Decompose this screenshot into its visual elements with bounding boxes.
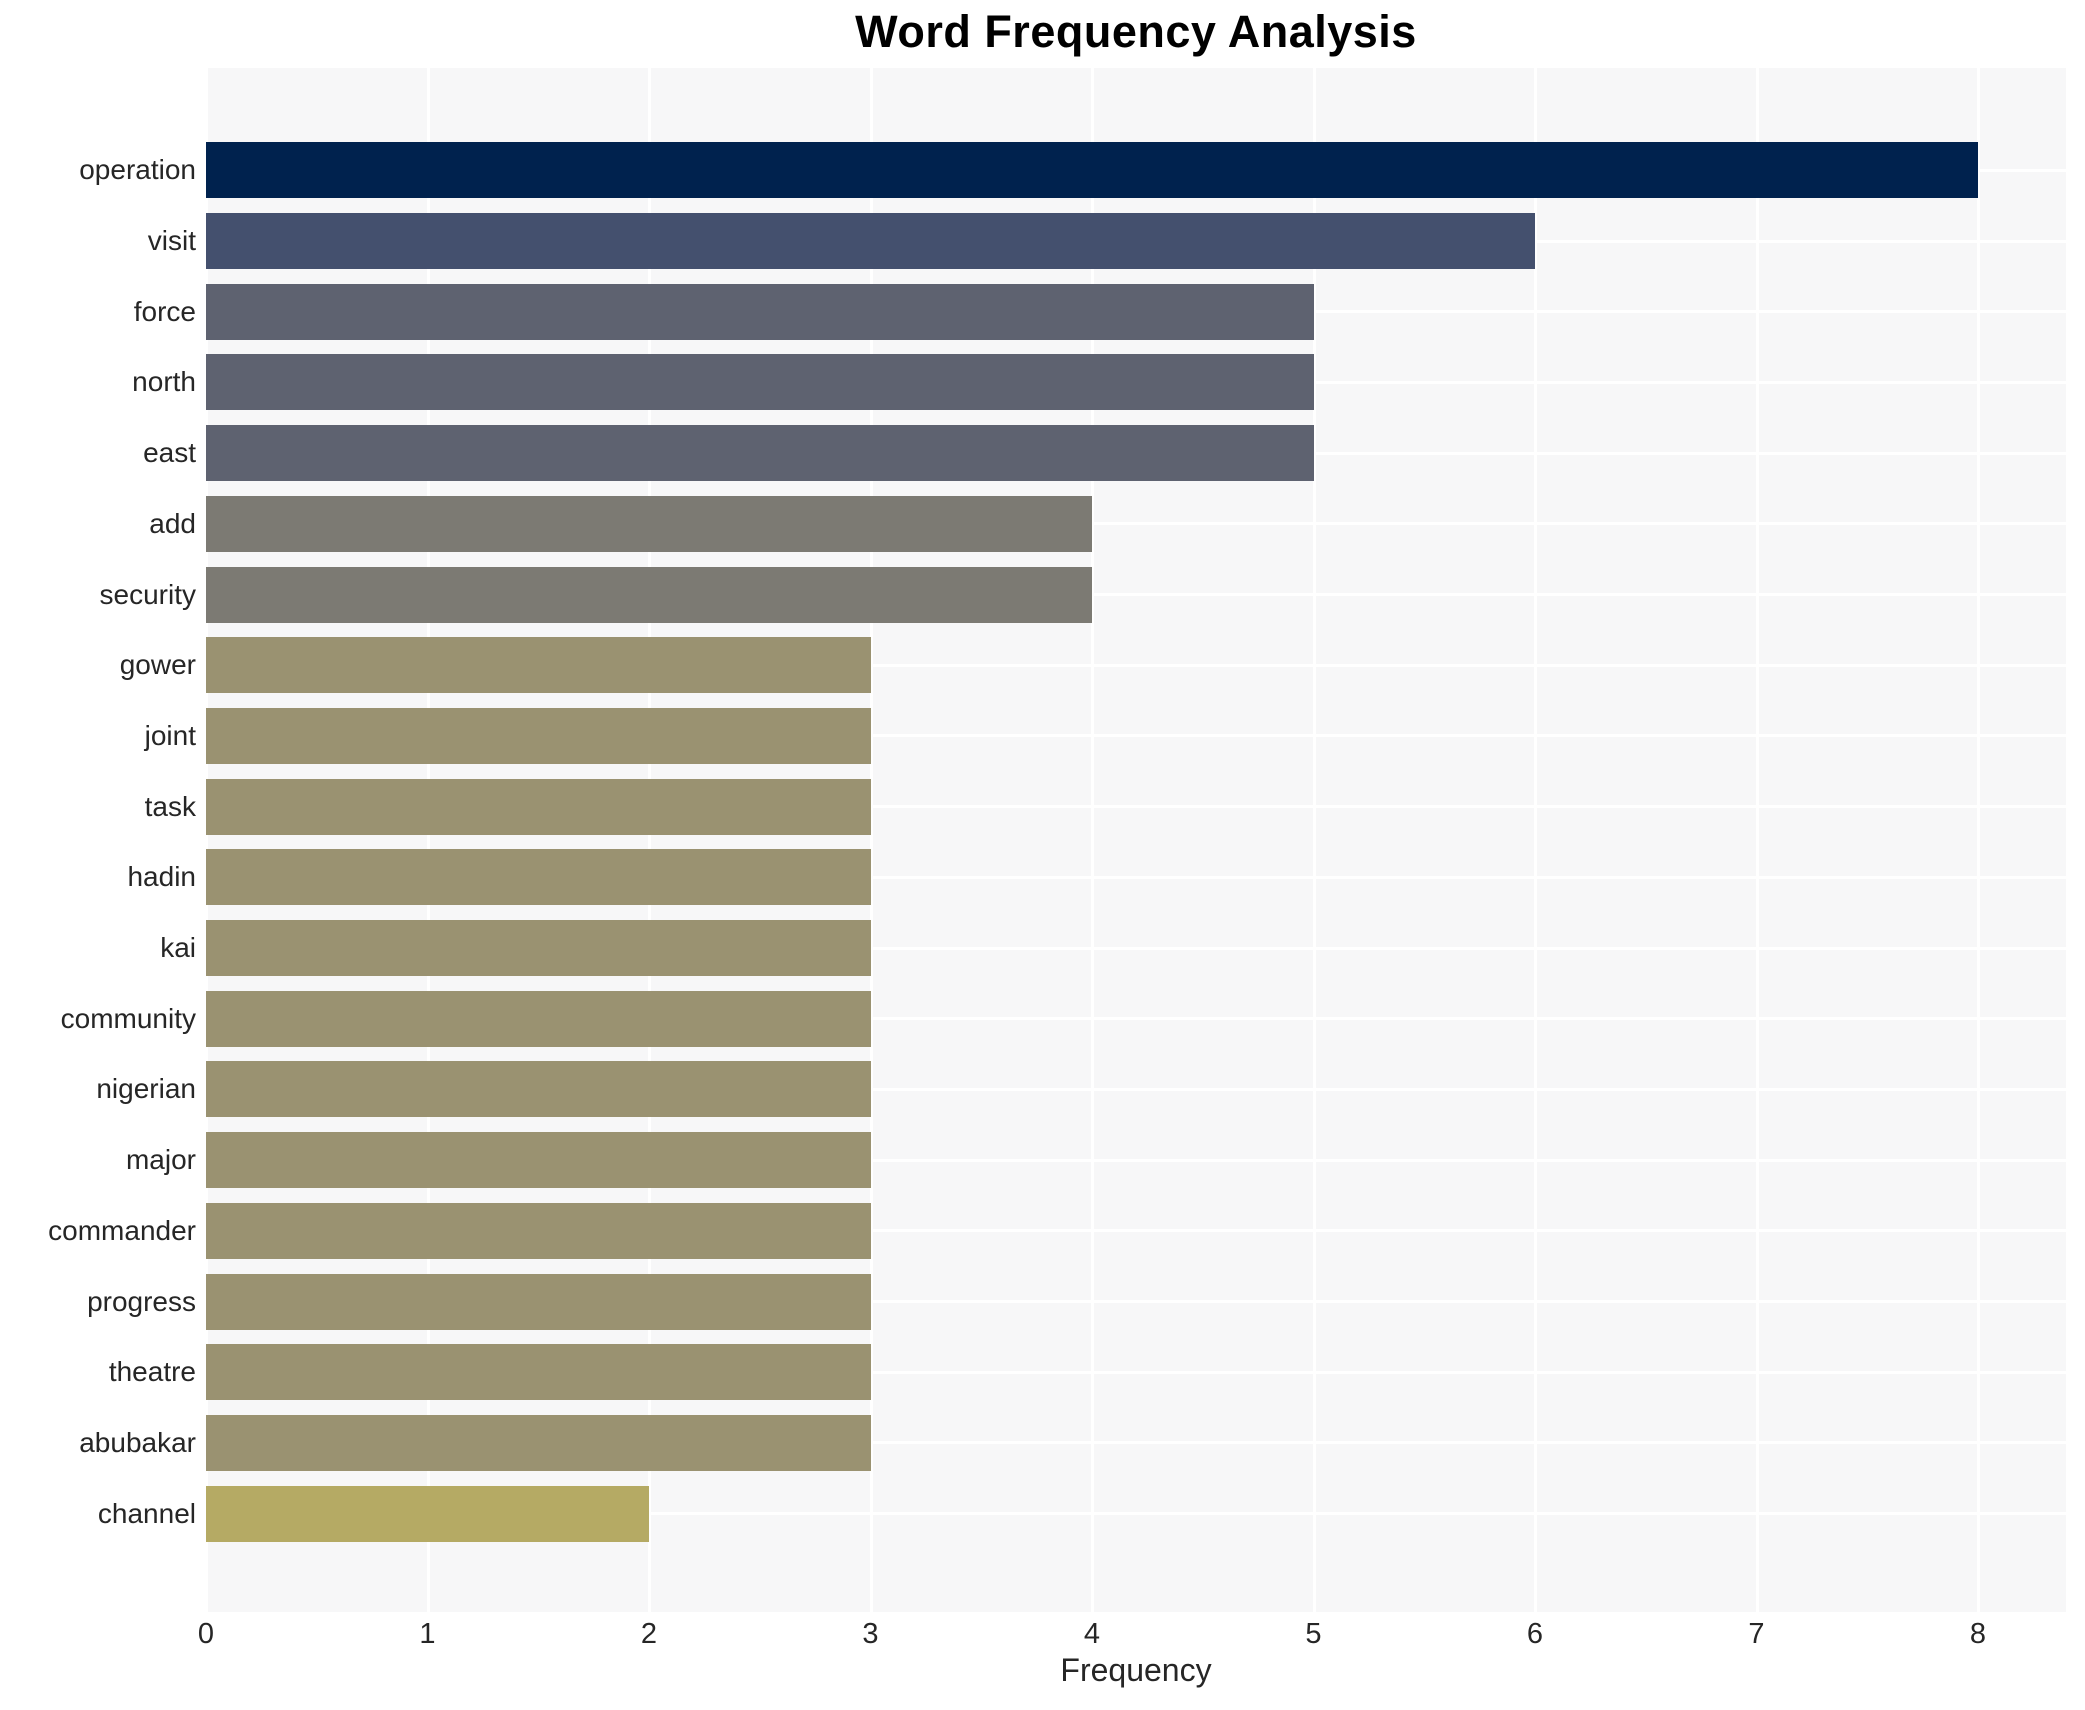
bar-theatre (206, 1344, 871, 1401)
h-gridline (206, 805, 2066, 809)
x-tick-label-8: 8 (1969, 1618, 1987, 1650)
bar-add (206, 495, 1092, 552)
h-gridline (206, 1441, 2066, 1445)
category-label-visit: visit (147, 225, 196, 257)
v-gridline (1312, 68, 1316, 1612)
h-gridline (206, 734, 2066, 738)
h-gridline (206, 1229, 2066, 1233)
bar-security (206, 566, 1092, 623)
v-gridline (1755, 68, 1759, 1612)
bar-gower (206, 637, 871, 694)
bar-commander (206, 1202, 871, 1259)
x-tick-label-2: 2 (640, 1618, 658, 1650)
bar-force (206, 283, 1314, 340)
h-gridline (206, 1158, 2066, 1162)
v-gridline (869, 68, 873, 1612)
v-gridline (205, 68, 208, 1612)
bar-major (206, 1132, 871, 1189)
bar-hadin (206, 849, 871, 906)
bar-visit (206, 213, 1535, 270)
category-label-security: security (99, 578, 196, 610)
x-axis-title: Frequency (1060, 1652, 1212, 1688)
h-gridline (206, 875, 2066, 879)
h-gridline (206, 522, 2066, 526)
v-gridline (1534, 68, 1537, 1612)
bar-operation (206, 142, 1978, 199)
x-tick-label-6: 6 (1526, 1618, 1544, 1650)
h-gridline (206, 1512, 2066, 1516)
h-gridline (206, 946, 2066, 950)
v-gridline (1091, 68, 1094, 1612)
category-label-add: add (149, 507, 196, 539)
x-tick-label-1: 1 (419, 1618, 436, 1650)
category-label-kai: kai (160, 932, 196, 964)
bar-kai (206, 920, 871, 977)
bar-progress (206, 1273, 871, 1330)
x-tick-label-4: 4 (1083, 1618, 1101, 1650)
v-gridline (1977, 68, 1980, 1612)
x-tick-label-0: 0 (197, 1618, 215, 1650)
v-gridline (648, 68, 651, 1612)
category-label-east: east (143, 437, 196, 469)
v-gridline (426, 68, 430, 1612)
category-label-hadin: hadin (127, 861, 196, 893)
x-tick-label-7: 7 (1748, 1618, 1765, 1650)
h-gridline (206, 593, 2066, 597)
category-label-joint: joint (144, 719, 196, 751)
category-label-force: force (133, 295, 196, 327)
category-label-progress: progress (87, 1285, 196, 1317)
category-label-channel: channel (97, 1497, 196, 1529)
category-label-commander: commander (48, 1214, 196, 1246)
category-label-abubakar: abubakar (79, 1426, 196, 1458)
h-gridline (206, 1017, 2066, 1021)
x-tick-label-3: 3 (862, 1618, 879, 1650)
bar-channel (206, 1485, 649, 1542)
category-label-operation: operation (79, 154, 196, 186)
chart-title: Word Frequency Analysis (855, 6, 1417, 57)
category-label-theatre: theatre (108, 1356, 196, 1388)
h-gridline (206, 1370, 2066, 1374)
category-label-north: north (132, 366, 196, 398)
bar-abubakar (206, 1414, 871, 1471)
h-gridline (206, 1087, 2066, 1091)
category-label-major: major (125, 1144, 196, 1176)
bar-joint (206, 707, 871, 764)
x-tick-label-5: 5 (1305, 1618, 1322, 1650)
bar-community (206, 990, 871, 1047)
h-gridline (206, 1300, 2066, 1304)
h-gridline (206, 663, 2066, 667)
bar-north (206, 354, 1314, 411)
bar-nigerian (206, 1061, 871, 1118)
category-label-community: community (60, 1002, 196, 1034)
category-label-gower: gower (119, 649, 196, 681)
bar-task (206, 778, 871, 835)
bar-east (206, 425, 1314, 482)
category-label-nigerian: nigerian (96, 1073, 196, 1105)
category-label-task: task (144, 790, 196, 822)
